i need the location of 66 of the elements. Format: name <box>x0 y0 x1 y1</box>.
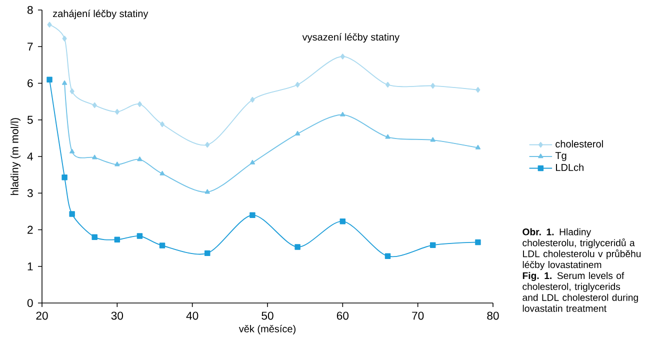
point <box>137 156 142 162</box>
point <box>295 130 300 136</box>
point <box>160 121 165 128</box>
y-tick-label: 8 <box>27 6 33 14</box>
y-tick-label: 4 <box>27 152 33 160</box>
point <box>205 142 210 148</box>
point <box>250 212 256 218</box>
point <box>204 189 210 194</box>
legend-label: LDLch <box>556 164 584 171</box>
x-tick-label: 80 <box>487 312 499 320</box>
point <box>62 174 68 180</box>
point <box>475 144 481 150</box>
point <box>340 218 346 224</box>
point <box>250 160 256 164</box>
point <box>137 101 142 108</box>
point <box>204 250 210 256</box>
y-tick-label: 7 <box>28 42 33 51</box>
point <box>92 234 98 240</box>
point <box>70 88 74 94</box>
y-tick-label: 3 <box>27 189 33 198</box>
point <box>384 253 391 259</box>
point <box>430 137 436 142</box>
point <box>114 108 120 115</box>
point <box>114 236 120 243</box>
point <box>92 102 97 108</box>
point <box>295 82 300 88</box>
point <box>46 76 52 82</box>
point <box>136 233 143 239</box>
x-tick-label: 50 <box>262 312 274 320</box>
text: Obr. 1. Hladiny cholesterolu, triglyceridů a LDL cholesterolu v průběhu léčby lovastatinem <box>522 228 641 270</box>
legend-label: cholesterol <box>556 140 603 148</box>
point <box>69 211 75 217</box>
x-tick-label: 60 <box>336 312 349 320</box>
point <box>340 54 345 60</box>
annotation: zahájení léčby statiny <box>53 10 148 20</box>
point <box>160 170 165 176</box>
y-tick-label: 1 <box>28 262 33 270</box>
point <box>62 36 67 42</box>
point <box>92 154 98 160</box>
annotation: vysazení léčby statiny <box>302 33 400 43</box>
point <box>476 86 480 93</box>
point <box>385 134 390 139</box>
x-tick-label: 30 <box>111 312 124 320</box>
x-tick-label: 70 <box>412 312 424 320</box>
x-axis-title: věk (měsíce) <box>238 324 296 334</box>
y-tick-label: 2 <box>28 226 33 234</box>
text: Fig. 1. Serum levels of cholesterol, triglycerids and LDL cholesterol during lovastatin treatment <box>522 272 638 312</box>
point <box>430 242 436 248</box>
x-tick-label: 20 <box>36 312 48 320</box>
point <box>62 80 68 85</box>
legend-label: Tg <box>555 152 566 162</box>
point <box>340 112 346 116</box>
y-tick-label: 6 <box>28 79 33 88</box>
point <box>294 244 300 250</box>
y-tick-label: 0 <box>27 299 33 308</box>
point <box>250 96 255 103</box>
y-axis-title: hladiny (m mol/l) <box>10 118 21 195</box>
point <box>430 82 436 89</box>
point <box>159 242 166 248</box>
x-tick-label: 40 <box>186 312 198 320</box>
point <box>114 162 120 166</box>
y-tick-label: 5 <box>27 116 33 124</box>
point <box>70 148 75 154</box>
point <box>475 239 481 246</box>
point <box>47 22 52 28</box>
point <box>385 82 390 88</box>
